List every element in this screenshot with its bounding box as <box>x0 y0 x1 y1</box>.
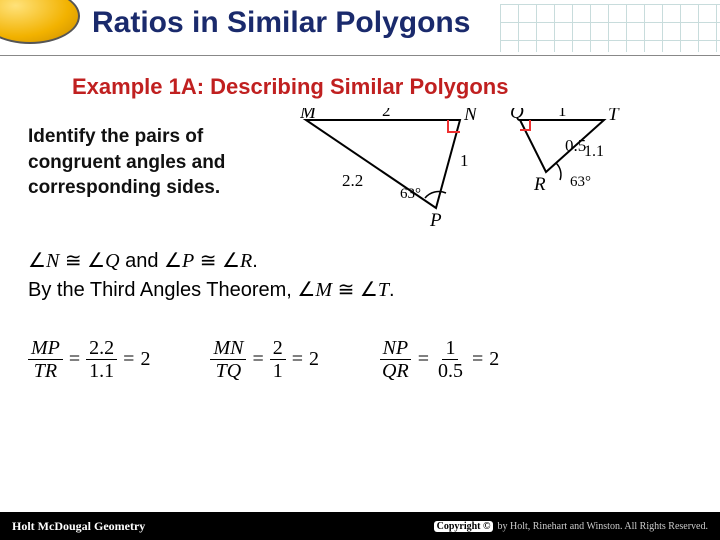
vertex-r-label: R <box>533 174 546 195</box>
side-tr-label: 1.1 <box>584 143 604 160</box>
ratios-row: MPTR = 2.21.1 = 2 MNTQ = 21 = 2 NPQR = 1… <box>28 337 692 382</box>
vertex-q-label: Q <box>510 108 524 123</box>
diagram-svg: M N P 2 1 2.2 63° Q T R 1 1.1 63° <box>300 108 700 248</box>
copyright-badge: Copyright © <box>434 521 494 532</box>
vertex-n-label: N <box>463 108 478 125</box>
answer-line-1: ∠N ≅ ∠Q and ∠P ≅ ∠R. <box>28 247 692 276</box>
ratio-1: MPTR = 2.21.1 = 2 <box>28 337 150 382</box>
angle-p-label: 63° <box>400 186 421 202</box>
header-oval-decoration <box>0 0 80 44</box>
vertex-p-label: P <box>429 210 442 231</box>
side-np-label: 1 <box>460 151 469 170</box>
example-heading: Example 1A: Describing Similar Polygons <box>72 74 720 100</box>
slide-title: Ratios in Similar Polygons <box>92 6 470 40</box>
header: Ratios in Similar Polygons <box>0 0 720 56</box>
vertex-t-label: T <box>608 108 620 125</box>
answer-line-2: By the Third Angles Theorem, ∠M ≅ ∠T. <box>28 276 692 305</box>
ratio-3: NPQR = 10.5 = 2 <box>379 337 499 382</box>
triangles-diagram: M N P 2 1 2.2 63° Q T R 1 1.1 63° <box>300 108 700 248</box>
ratio-2: MNTQ = 21 = 2 <box>210 337 319 382</box>
header-grid-decoration <box>500 4 720 52</box>
footer-right: Copyright ©by Holt, Rinehart and Winston… <box>434 521 708 532</box>
footer: Holt McDougal Geometry Copyright ©by Hol… <box>0 512 720 540</box>
angle-r-label: 63° <box>570 174 591 190</box>
content-area: Identify the pairs of congruent angles a… <box>0 100 720 382</box>
side-qt-label: 1 <box>558 108 567 120</box>
vertex-m-label: M <box>300 108 317 123</box>
footer-left: Holt McDougal Geometry <box>12 519 145 534</box>
triangle-mnp <box>306 120 460 208</box>
side-mp-label: 2.2 <box>342 171 363 190</box>
instruction-text: Identify the pairs of congruent angles a… <box>28 124 298 201</box>
angle-r-arc <box>556 163 561 180</box>
side-mn-label: 2 <box>382 108 391 120</box>
angle-p-arc <box>425 192 446 198</box>
qr-length-label: 0.5 <box>565 136 586 156</box>
answer-text: ∠N ≅ ∠Q and ∠P ≅ ∠R. By the Third Angles… <box>28 247 692 305</box>
